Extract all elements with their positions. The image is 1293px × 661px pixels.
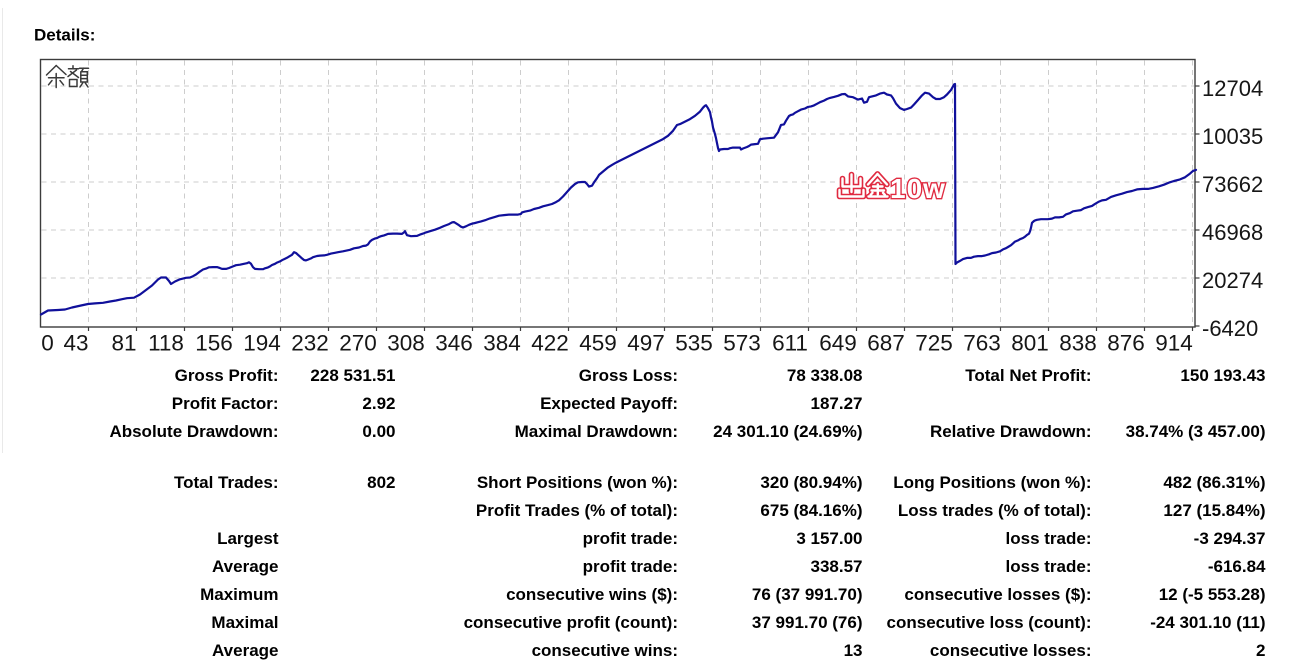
svg-text:Loss trades (% of total):: Loss trades (% of total):: [898, 501, 1092, 520]
svg-text:228 531.51: 228 531.51: [310, 366, 395, 385]
svg-text:482 (86.31%): 482 (86.31%): [1163, 473, 1265, 492]
svg-text:consecutive losses ($):: consecutive losses ($):: [904, 585, 1091, 604]
svg-text:802: 802: [367, 473, 395, 492]
svg-text:194: 194: [243, 331, 281, 356]
svg-text:10w: 10w: [890, 173, 946, 204]
svg-text:78 338.08: 78 338.08: [787, 366, 863, 385]
svg-text:725: 725: [915, 331, 953, 356]
svg-text:Average: Average: [212, 557, 278, 576]
svg-text:loss trade:: loss trade:: [1006, 557, 1092, 576]
svg-text:10035: 10035: [1202, 124, 1263, 149]
svg-text:Gross Loss:: Gross Loss:: [579, 366, 678, 385]
svg-text:535: 535: [675, 331, 713, 356]
svg-text:3 157.00: 3 157.00: [796, 529, 862, 548]
svg-text:338.57: 338.57: [811, 557, 863, 576]
svg-text:Gross Profit:: Gross Profit:: [175, 366, 279, 385]
svg-text:150 193.43: 150 193.43: [1180, 366, 1265, 385]
svg-text:Long Positions (won %):: Long Positions (won %):: [893, 473, 1091, 492]
svg-text:876: 876: [1107, 331, 1145, 356]
svg-text:156: 156: [195, 331, 233, 356]
svg-text:consecutive profit (count):: consecutive profit (count):: [464, 613, 678, 632]
svg-text:320 (80.94%): 320 (80.94%): [760, 473, 862, 492]
svg-text:Details:: Details:: [34, 26, 95, 45]
svg-text:Maximal: Maximal: [211, 613, 278, 632]
svg-text:43: 43: [63, 331, 88, 356]
svg-text:Expected Payoff:: Expected Payoff:: [540, 394, 678, 413]
svg-text:232: 232: [291, 331, 329, 356]
svg-text:13: 13: [844, 641, 863, 660]
svg-text:675 (84.16%): 675 (84.16%): [760, 501, 862, 520]
svg-text:914: 914: [1155, 331, 1193, 356]
svg-text:Absolute Drawdown:: Absolute Drawdown:: [109, 422, 278, 441]
svg-text:Maximal Drawdown:: Maximal Drawdown:: [515, 422, 678, 441]
svg-text:profit trade:: profit trade:: [583, 529, 678, 548]
svg-text:497: 497: [627, 331, 665, 356]
svg-text:81: 81: [111, 331, 136, 356]
svg-text:profit trade:: profit trade:: [583, 557, 678, 576]
svg-text:-6420: -6420: [1202, 316, 1258, 341]
svg-text:118: 118: [148, 331, 184, 356]
svg-text:73662: 73662: [1202, 172, 1263, 197]
svg-text:459: 459: [579, 331, 617, 356]
svg-text:consecutive wins ($):: consecutive wins ($):: [506, 585, 678, 604]
svg-text:384: 384: [483, 331, 521, 356]
svg-text:20274: 20274: [1202, 268, 1263, 293]
svg-text:801: 801: [1011, 331, 1049, 356]
svg-text:Total Net Profit:: Total Net Profit:: [965, 366, 1091, 385]
svg-text:consecutive losses:: consecutive losses:: [930, 641, 1092, 660]
svg-text:687: 687: [867, 331, 905, 356]
svg-text:Average: Average: [212, 641, 278, 660]
svg-text:Profit Trades (% of total):: Profit Trades (% of total):: [476, 501, 678, 520]
svg-text:38.74% (3 457.00): 38.74% (3 457.00): [1126, 422, 1266, 441]
svg-text:611: 611: [772, 331, 808, 356]
svg-text:Largest: Largest: [217, 529, 279, 548]
svg-text:12 (-5 553.28): 12 (-5 553.28): [1159, 585, 1266, 604]
svg-text:422: 422: [531, 331, 569, 356]
svg-text:-24 301.10 (11): -24 301.10 (11): [1150, 613, 1265, 632]
svg-text:37 991.70 (76): 37 991.70 (76): [752, 613, 863, 632]
svg-text:573: 573: [723, 331, 761, 356]
svg-text:76 (37 991.70): 76 (37 991.70): [752, 585, 863, 604]
svg-text:-3 294.37: -3 294.37: [1194, 529, 1266, 548]
svg-text:12704: 12704: [1202, 76, 1263, 101]
svg-text:loss trade:: loss trade:: [1006, 529, 1092, 548]
svg-text:24 301.10 (24.69%): 24 301.10 (24.69%): [713, 422, 862, 441]
svg-text:346: 346: [435, 331, 473, 356]
svg-text:consecutive wins:: consecutive wins:: [532, 641, 678, 660]
svg-text:308: 308: [387, 331, 425, 356]
svg-text:649: 649: [819, 331, 857, 356]
svg-text:Total Trades:: Total Trades:: [174, 473, 279, 492]
svg-text:Short Positions (won %):: Short Positions (won %):: [477, 473, 678, 492]
svg-text:270: 270: [339, 331, 377, 356]
svg-text:Profit Factor:: Profit Factor:: [172, 394, 279, 413]
svg-text:763: 763: [963, 331, 1001, 356]
svg-text:838: 838: [1059, 331, 1097, 356]
svg-text:127 (15.84%): 127 (15.84%): [1163, 501, 1265, 520]
svg-text:consecutive loss (count):: consecutive loss (count):: [887, 613, 1092, 632]
svg-text:46968: 46968: [1202, 220, 1263, 245]
svg-text:0: 0: [41, 331, 54, 356]
svg-text:Maximum: Maximum: [200, 585, 278, 604]
svg-text:2: 2: [1256, 641, 1265, 660]
svg-text:187.27: 187.27: [811, 394, 863, 413]
svg-text:-616.84: -616.84: [1208, 557, 1266, 576]
svg-text:0.00: 0.00: [362, 422, 395, 441]
svg-text:2.92: 2.92: [362, 394, 395, 413]
svg-text:Relative Drawdown:: Relative Drawdown:: [930, 422, 1092, 441]
